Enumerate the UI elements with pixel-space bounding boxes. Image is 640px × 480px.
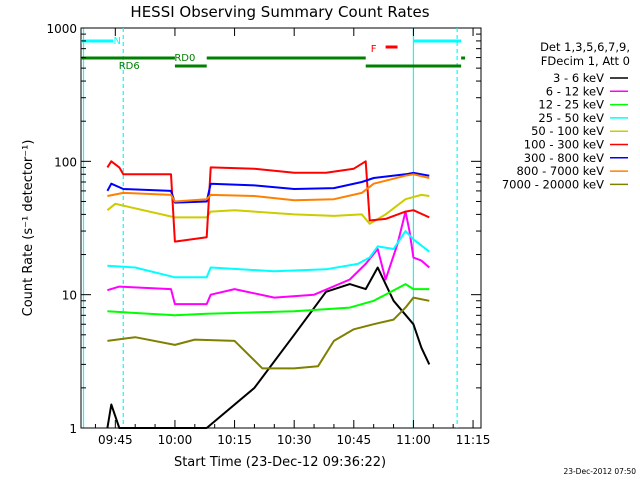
series-line-8 (107, 296, 430, 370)
series-line-5 (106, 160, 430, 243)
legend-item-label: 7000 - 20000 keV (502, 177, 604, 191)
x-tick-label: 10:15 (217, 433, 252, 447)
y-tick-label: 1 (69, 422, 77, 436)
series-line-2 (107, 283, 430, 317)
y-tick-label: 1000 (46, 22, 77, 36)
x-axis-label: Start Time (23-Dec-12 09:36:22) (174, 455, 386, 470)
x-tick-label: 10:45 (337, 433, 372, 447)
legend: Det 1,3,5,6,7,9, FDecim 1, Att 0 3 - 6 k… (502, 40, 630, 191)
legend-item-label: 800 - 7000 keV (516, 164, 604, 178)
series-line-1 (107, 210, 430, 306)
legend-item-label: 3 - 6 keV (553, 71, 604, 85)
legend-item-label: 6 - 12 keV (546, 84, 604, 98)
series-line-3 (107, 230, 430, 279)
legend-item-label: 300 - 800 keV (524, 151, 604, 165)
legend-item-label: 100 - 300 keV (524, 138, 604, 152)
annotation-label: RD6 (119, 61, 140, 72)
legend-header-line-2: FDecim 1, Att 0 (541, 54, 630, 68)
legend-item-label: 50 - 100 keV (531, 124, 604, 138)
annotation-label: RD0 (174, 53, 195, 64)
x-tick-label: 10:30 (277, 433, 312, 447)
y-tick-label: 100 (54, 155, 77, 169)
y-axis-label: Count Rate (s⁻¹ detector⁻¹) (21, 140, 36, 317)
chart-title: HESSI Observing Summary Count Rates (130, 3, 429, 21)
annotation-label: N (114, 36, 121, 47)
y-tick-label: 10 (62, 289, 77, 303)
x-tick-label: 10:00 (158, 433, 193, 447)
legend-item-label: 12 - 25 keV (538, 98, 604, 112)
legend-item-label: 25 - 50 keV (538, 111, 604, 125)
x-tick-label: 09:45 (98, 433, 133, 447)
x-tick-label: 11:15 (456, 433, 491, 447)
series-line-0 (106, 266, 431, 429)
annotation-label: F (371, 44, 377, 55)
series-line-4 (106, 193, 430, 225)
legend-header-line-1: Det 1,3,5,6,7,9, (540, 40, 630, 54)
plot-area (80, 27, 482, 429)
x-tick-label: 11:00 (396, 433, 431, 447)
series-line-6 (106, 171, 430, 204)
series-line-7 (107, 173, 430, 203)
timestamp: 23-Dec-2012 07:50 (563, 467, 636, 476)
